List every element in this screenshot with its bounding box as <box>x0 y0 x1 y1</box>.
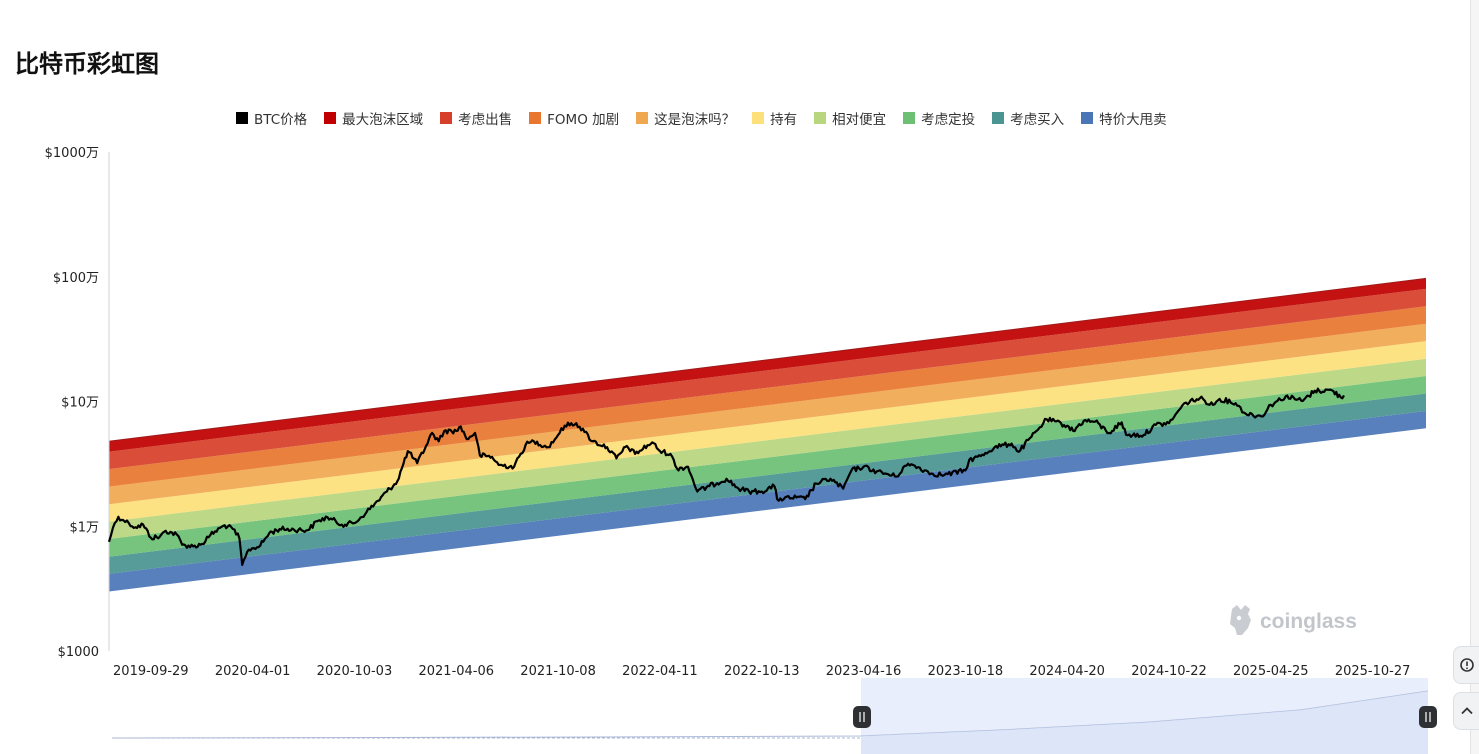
legend-label: 考虑定投 <box>921 112 976 128</box>
legend-swatch <box>814 112 827 124</box>
btc-price-line <box>107 387 1345 566</box>
zoom-handle-right[interactable] <box>1419 706 1437 728</box>
legend-swatch <box>1081 112 1094 124</box>
legend-item[interactable]: 最大泡沫区域 <box>324 108 423 128</box>
rainbow-band <box>109 278 1426 452</box>
legend-item[interactable]: 考虑出售 <box>440 108 512 128</box>
legend-swatch <box>324 112 337 124</box>
legend-swatch <box>236 112 248 124</box>
rainbow-band <box>109 323 1426 505</box>
legend-swatch <box>440 112 453 124</box>
legend-swatch <box>529 112 542 124</box>
legend-item[interactable]: 相对便宜 <box>814 108 886 128</box>
rainbow-band <box>109 393 1426 574</box>
legend-swatch <box>992 112 1005 124</box>
watermark-text: coinglass <box>1260 610 1357 633</box>
x-tick-label: 2021-04-06 <box>418 664 494 679</box>
y-tick-label: $1万 <box>69 520 99 535</box>
y-tick-label: $100万 <box>53 271 99 286</box>
btc-price-series <box>107 387 1345 566</box>
y-tick-label: $1000万 <box>45 146 99 161</box>
rainbow-band <box>109 341 1426 522</box>
x-tick-label: 2020-10-03 <box>317 664 393 679</box>
x-tick-label: 2019-09-29 <box>113 664 189 679</box>
chevron-up-icon <box>1460 707 1473 715</box>
watermark: coinglass <box>1230 605 1357 635</box>
rainbow-band <box>109 288 1426 470</box>
scroll-to-top-button[interactable] <box>1453 692 1479 730</box>
legend-swatch <box>636 112 649 124</box>
legend-item[interactable]: FOMO 加剧 <box>529 108 619 128</box>
legend-label: 持有 <box>770 112 798 128</box>
legend-label: 相对便宜 <box>832 112 887 128</box>
x-tick-label: 2025-10-27 <box>1335 664 1411 679</box>
rainbow-bands <box>108 277 1427 592</box>
legend-label: 这是泡沫吗？ <box>654 112 736 128</box>
page-title: 比特币彩虹图 <box>15 50 159 78</box>
zoom-navigator[interactable] <box>111 678 1437 754</box>
x-tick-label: 2020-04-01 <box>215 664 291 679</box>
legend-item[interactable]: 特价大甩卖 <box>1081 108 1167 128</box>
legend-item[interactable]: 考虑定投 <box>903 108 975 128</box>
y-tick-label: $1000 <box>58 645 99 660</box>
band-top-edge <box>108 277 1427 442</box>
page-scrollbar[interactable] <box>1470 0 1479 754</box>
x-tick-label: 2024-04-20 <box>1029 664 1105 679</box>
legend-item[interactable]: 这是泡沫吗？ <box>636 108 735 128</box>
legend-item[interactable]: BTC价格 <box>236 108 307 128</box>
alert-gear-icon <box>1459 658 1474 672</box>
x-tick-label: 2023-04-16 <box>826 664 902 679</box>
x-tick-label: 2022-04-11 <box>622 664 698 679</box>
legend-swatch <box>752 112 765 124</box>
rainbow-band <box>109 410 1426 592</box>
rainbow-band <box>109 358 1426 540</box>
legend-label: 最大泡沫区域 <box>342 112 424 128</box>
x-tick-label: 2023-10-18 <box>928 664 1004 679</box>
legend-label: 考虑出售 <box>458 112 513 128</box>
x-tick-label: 2022-10-13 <box>724 664 800 679</box>
legend-label: BTC价格 <box>254 112 308 128</box>
legend-item[interactable]: 持有 <box>752 108 797 128</box>
legend-item[interactable]: 考虑买入 <box>992 108 1064 128</box>
legend-label: 特价大甩卖 <box>1099 112 1167 128</box>
chart-axes: $1000 $1万 $10万 $100万 $1000万 2019-09-29 2020-04… <box>45 146 1411 679</box>
feedback-button[interactable] <box>1453 646 1479 684</box>
zoom-handle-left[interactable] <box>853 706 871 728</box>
x-tick-label: 2024-10-22 <box>1131 664 1207 679</box>
coinglass-logo-icon <box>1230 605 1251 635</box>
x-tick-label: 2025-04-25 <box>1233 664 1309 679</box>
legend-swatch <box>903 112 916 124</box>
legend-label: 考虑买入 <box>1010 112 1065 128</box>
legend-label: FOMO 加剧 <box>547 112 620 128</box>
y-tick-label: $10万 <box>61 396 99 411</box>
chart-legend: BTC价格 最大泡沫区域 考虑出售 FOMO 加剧 这是泡沫吗？ 持有 相对便宜 考虑定投 考虑… <box>236 108 1184 128</box>
x-tick-label: 2021-10-08 <box>520 664 596 679</box>
